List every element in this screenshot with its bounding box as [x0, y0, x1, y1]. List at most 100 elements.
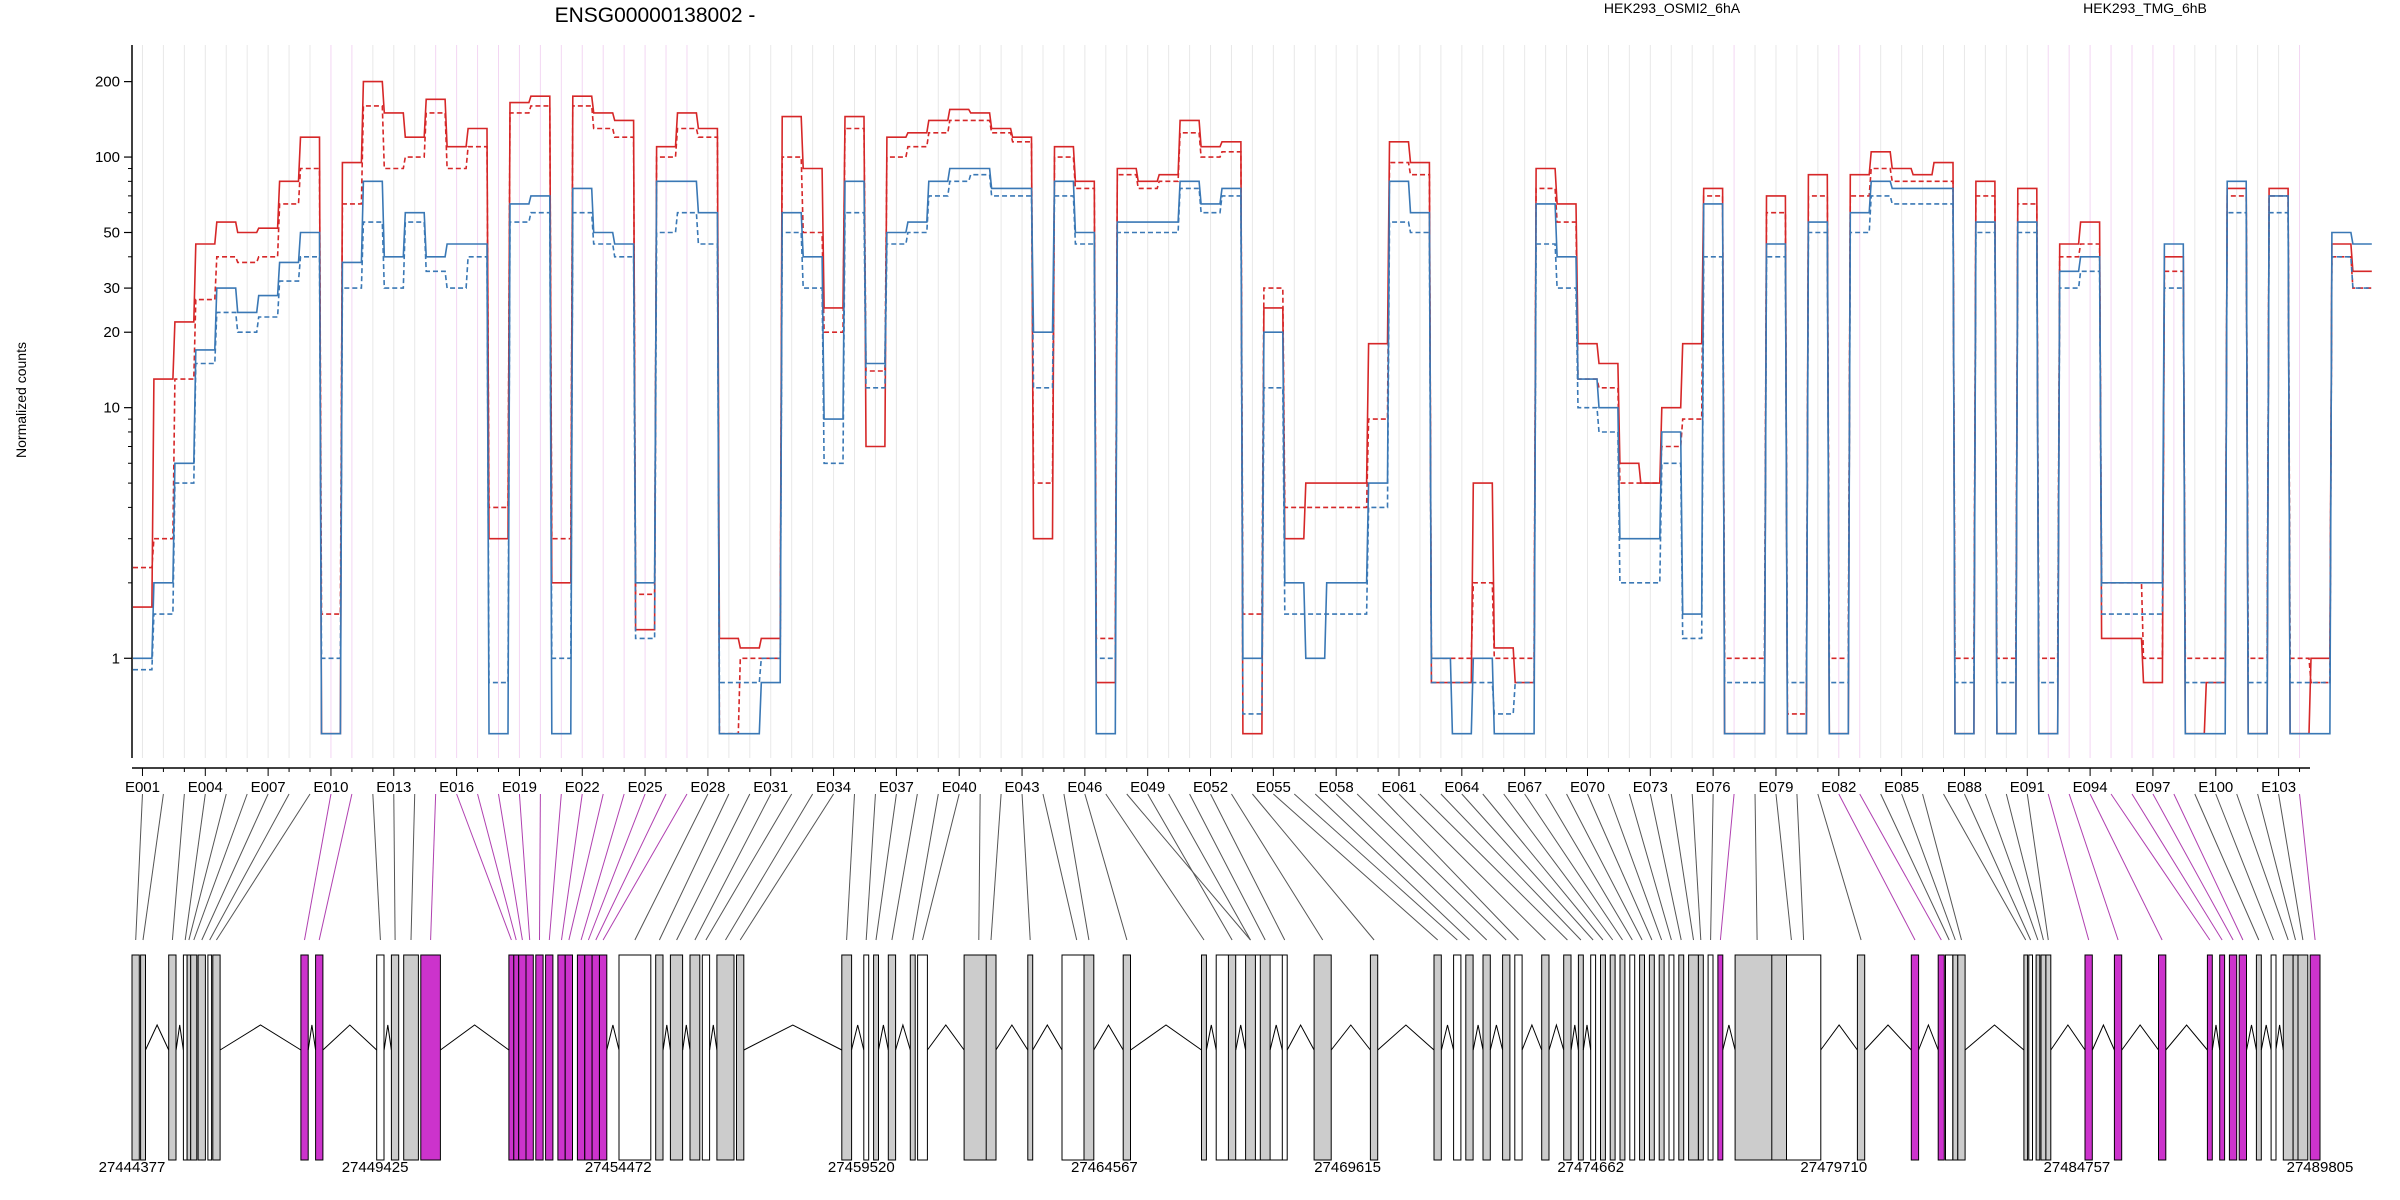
gene-exon-7	[197, 954, 206, 1161]
intron-line	[895, 1023, 911, 1051]
exon-label-E049: E049	[1130, 779, 1165, 796]
connector-exon-74	[1670, 793, 1694, 941]
connector-exon-64	[1461, 793, 1594, 941]
exon-label-E022: E022	[565, 779, 600, 796]
connector-exon-84	[1880, 793, 1950, 941]
intron-line	[2260, 1024, 2272, 1051]
connector-exon-2	[142, 793, 164, 941]
connector-exon-12	[372, 793, 381, 941]
intron-line	[1286, 1023, 1315, 1051]
exon-label-E103: E103	[2261, 779, 2296, 796]
connector-exon-14	[410, 793, 416, 941]
exon-label-E079: E079	[1758, 779, 1793, 796]
gene-exon-72	[1668, 954, 1675, 1161]
gene-exon-93	[2113, 954, 2123, 1161]
gene-exon-54	[1369, 954, 1379, 1161]
connector-exon-96	[2131, 793, 2223, 941]
coordinate-label-27479710: 27479710	[1800, 1159, 1867, 1176]
gene-exon-95	[2206, 954, 2213, 1161]
gene-exon-71	[1658, 954, 1665, 1161]
intron-line	[2050, 1024, 2086, 1051]
coordinate-label-27444377: 27444377	[99, 1159, 166, 1176]
gene-exon-21	[545, 954, 554, 1161]
gene-exon-103	[2297, 954, 2309, 1161]
coordinate-label-27474662: 27474662	[1557, 1159, 1624, 1176]
connector-exon-34	[739, 793, 834, 941]
intron-line	[322, 1024, 378, 1051]
gene-model	[131, 954, 2321, 1161]
exon-label-E043: E043	[1005, 779, 1040, 796]
connector-exon-28	[634, 793, 709, 941]
connector-exon-88	[1963, 793, 2032, 941]
y-tick-label-10: 10	[103, 400, 120, 417]
connector-exon-40	[922, 793, 960, 941]
gene-exon-100	[2270, 954, 2277, 1161]
y-axis-label: Normalized counts	[13, 342, 29, 458]
connector-exon-13	[393, 793, 396, 941]
exon-label-E028: E028	[690, 779, 725, 796]
intron-line	[145, 1023, 170, 1051]
connector-exon-71	[1607, 793, 1663, 941]
connector-exon-81	[1817, 793, 1862, 941]
connector-exon-77	[1719, 793, 1735, 941]
gene-exon-90	[2040, 954, 2047, 1161]
coordinate-label-27469615: 27469615	[1314, 1159, 1381, 1176]
gene-exon-76	[1707, 954, 1714, 1161]
intron-line	[2165, 1024, 2208, 1051]
connector-exon-72	[1628, 793, 1672, 941]
connector-exon-35	[846, 793, 856, 941]
connector-exon-49	[1147, 793, 1233, 941]
connector-exon-41	[978, 793, 981, 941]
intron-line	[851, 1024, 865, 1051]
coordinate-label-27454472: 27454472	[585, 1159, 652, 1176]
gene-exon-40	[917, 954, 928, 1161]
gene-exon-8	[207, 954, 213, 1161]
gene-exon-28	[618, 954, 652, 1161]
gene-exon-46	[1122, 954, 1131, 1161]
gene-exon-22	[557, 954, 566, 1161]
intron-line	[1377, 1024, 1435, 1051]
connector-exon-102	[2257, 793, 2296, 941]
connector-exon-7	[201, 793, 269, 941]
connector-exon-68	[1545, 793, 1633, 941]
connector-exon-65	[1482, 793, 1604, 941]
gene-exon-26	[591, 954, 600, 1161]
intron-line	[662, 1024, 671, 1051]
connector-exon-43	[1021, 793, 1031, 941]
gene-exon-56	[1453, 954, 1462, 1161]
intron-line	[1722, 1024, 1736, 1051]
exon-label-E058: E058	[1319, 779, 1354, 796]
intron-line	[606, 1024, 620, 1051]
connector-exon-27	[602, 793, 688, 941]
exon-label-E061: E061	[1381, 779, 1416, 796]
legend-entry-tmg: HEK293_TMG_6hB	[2083, 0, 2207, 16]
coordinate-label-27449425: 27449425	[342, 1159, 409, 1176]
connector-exon-1	[135, 793, 143, 941]
connector-exon-6	[193, 793, 248, 941]
gene-exon-59	[1502, 954, 1511, 1161]
gene-exon-104	[2309, 954, 2321, 1161]
intron-line	[2091, 1023, 2115, 1051]
connector-exon-45	[1063, 793, 1090, 941]
connector-exon-21	[548, 793, 562, 941]
connector-exon-5	[188, 793, 227, 941]
connector-exon-42	[990, 793, 1002, 941]
connector-exon-22	[561, 793, 583, 941]
connector-exon-101	[2236, 793, 2289, 941]
coordinate-label-27489805: 27489805	[2287, 1159, 2354, 1176]
gene-exon-92	[2084, 954, 2093, 1161]
intron-line	[743, 1024, 843, 1051]
intron-line	[1472, 1024, 1484, 1051]
connector-exon-3	[171, 793, 185, 941]
exon-label-E016: E016	[439, 779, 474, 796]
series-lines	[133, 80, 2372, 735]
connector-exon-48	[1126, 793, 1251, 941]
intron-line	[440, 1024, 510, 1051]
gene-exon-67	[1619, 954, 1626, 1161]
gene-exon-16	[508, 954, 515, 1161]
y-tick-label-50: 50	[103, 225, 120, 242]
gene-exon-29	[655, 954, 664, 1161]
connector-exon-8	[209, 793, 290, 941]
exon-label-E088: E088	[1947, 779, 1982, 796]
connector-exon-86	[1922, 793, 1962, 941]
